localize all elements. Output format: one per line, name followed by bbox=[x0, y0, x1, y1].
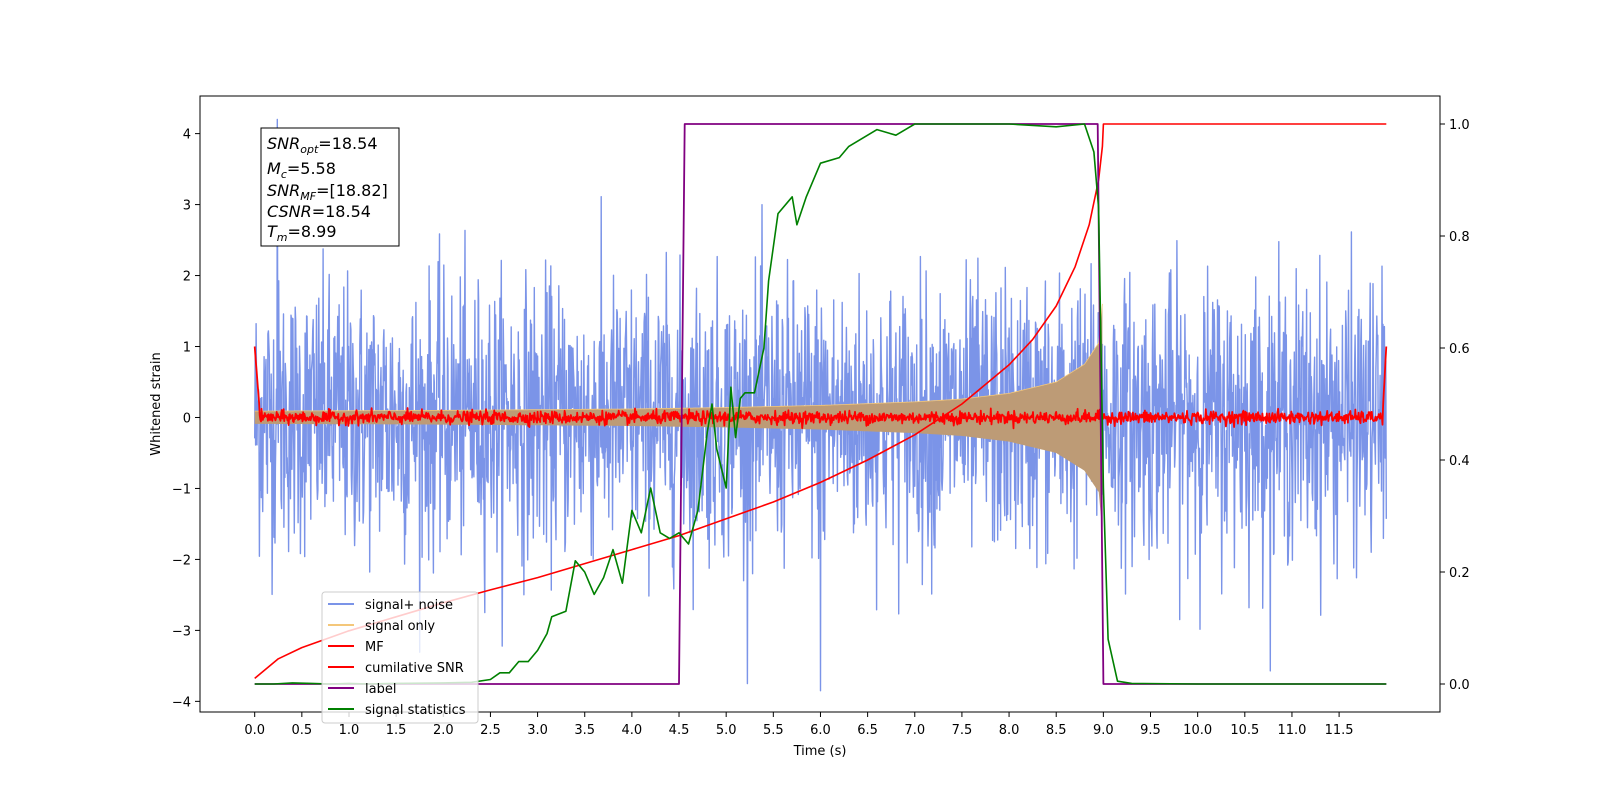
x-tick-label: 11.5 bbox=[1325, 723, 1354, 738]
y-tick-label: 3 bbox=[183, 199, 191, 214]
y-tick-label: 4 bbox=[183, 128, 191, 143]
y2-tick-label: 0.2 bbox=[1449, 566, 1470, 581]
x-tick-label: 10.5 bbox=[1230, 723, 1259, 738]
series-mf-line bbox=[253, 346, 1388, 430]
x-tick-label: 9.5 bbox=[1140, 723, 1161, 738]
annotation-line-snr-opt: SNRopt=18.54 bbox=[267, 134, 378, 156]
y2-tick-label: 1.0 bbox=[1449, 118, 1470, 133]
x-tick-label: 7.0 bbox=[904, 723, 925, 738]
annotation-box: SNRopt=18.54 Mc=5.58 SNRMF=[18.82] CSNR=… bbox=[260, 127, 400, 247]
x-tick-label: 7.5 bbox=[952, 723, 973, 738]
y2-tick-label: 0.8 bbox=[1449, 230, 1470, 245]
x-tick-label: 0.5 bbox=[291, 723, 312, 738]
x-tick-label: 2.0 bbox=[433, 723, 454, 738]
y2-tick-label: 0.6 bbox=[1449, 342, 1470, 357]
legend-label: signal+ noise bbox=[365, 598, 453, 613]
annotation-frame bbox=[260, 127, 400, 247]
y-tick-label: −2 bbox=[172, 553, 191, 568]
y-tick-label: 1 bbox=[183, 341, 191, 356]
x-tick-label: 11.0 bbox=[1277, 723, 1306, 738]
legend-label: signal statistics bbox=[365, 703, 466, 718]
x-tick-label: 10.0 bbox=[1183, 723, 1212, 738]
y2-tick-label: 0.4 bbox=[1449, 454, 1470, 469]
annotation-line-tm: Tm=8.99 bbox=[267, 222, 337, 244]
x-tick-label: 4.0 bbox=[622, 723, 643, 738]
x-tick-label: 4.5 bbox=[669, 723, 690, 738]
x-tick-label: 6.5 bbox=[857, 723, 878, 738]
legend-label: signal only bbox=[365, 619, 435, 634]
axes: 0.0 0.5 1.0 1.5 2.0 2.5 3.0 3.5 4.0 4.5 5.0 5.5 6.0 6… bbox=[172, 118, 1470, 738]
x-tick-label: 0.0 bbox=[244, 723, 265, 738]
annotation-line-csnr: CSNR=18.54 bbox=[267, 202, 371, 221]
x-tick-label: 6.0 bbox=[810, 723, 831, 738]
x-tick-label: 8.0 bbox=[999, 723, 1020, 738]
x-tick-label: 3.0 bbox=[527, 723, 548, 738]
y-tick-label: −1 bbox=[172, 482, 191, 497]
legend-label: cumilative SNR bbox=[365, 661, 464, 676]
annotation-line-mc: Mc=5.58 bbox=[267, 159, 336, 181]
x-tick-label: 1.5 bbox=[386, 723, 407, 738]
y-axis-label: Whitened strain bbox=[149, 352, 164, 455]
y-tick-label: 0 bbox=[183, 411, 191, 426]
series-signal-only-upper-edge bbox=[254, 303, 1103, 412]
legend: signal+ noise signal only MF cumilative SNR… bbox=[321, 591, 479, 724]
series-signal-statistics-line bbox=[254, 123, 1387, 685]
x-tick-label: 9.0 bbox=[1093, 723, 1114, 738]
y2-tick-label: 0.0 bbox=[1449, 678, 1470, 693]
y-tick-label: 2 bbox=[183, 270, 191, 285]
legend-label: label bbox=[365, 682, 396, 697]
legend-label: MF bbox=[365, 640, 384, 655]
annotation-line-snr-mf: SNRMF=[18.82] bbox=[267, 181, 388, 203]
y-tick-label: −3 bbox=[172, 624, 191, 639]
legend-frame bbox=[321, 591, 479, 724]
x-tick-label: 3.5 bbox=[574, 723, 595, 738]
x-tick-label: 1.0 bbox=[339, 723, 360, 738]
x-tick-label: 2.5 bbox=[480, 723, 501, 738]
x-tick-label: 8.5 bbox=[1046, 723, 1067, 738]
x-tick-label: 5.0 bbox=[716, 723, 737, 738]
y-tick-label: −4 bbox=[172, 695, 191, 710]
x-axis-label: Time (s) bbox=[793, 744, 847, 759]
x-tick-label: 5.5 bbox=[763, 723, 784, 738]
